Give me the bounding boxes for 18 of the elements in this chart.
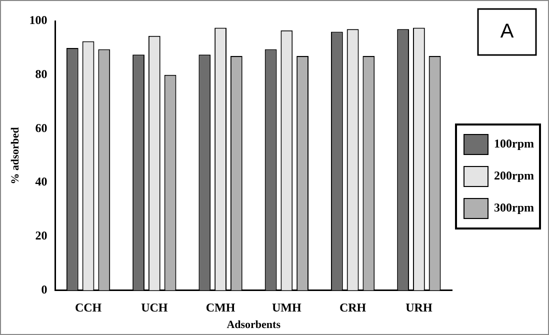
x-tick-label: URH [406, 300, 433, 315]
text: A [500, 20, 514, 43]
x-tick-label: UMH [272, 300, 302, 315]
y-axis-title: % adsorbed [9, 127, 22, 184]
legend-label: 200rpm [494, 168, 534, 183]
legend-label: 300rpm [494, 200, 534, 215]
y-tick-label: 20 [35, 228, 48, 243]
y-tick-label: 100 [29, 13, 48, 28]
y-tick-label: 0 [41, 282, 48, 296]
y-tick-label: 60 [35, 120, 48, 135]
y-tick-label: 80 [35, 66, 48, 81]
x-tick-label: CMH [206, 300, 236, 315]
x-axis-title: Adsorbents [226, 319, 282, 332]
legend-label: 100rpm [494, 136, 534, 151]
y-tick-label: 40 [35, 174, 48, 189]
x-tick-label: UCH [141, 300, 168, 315]
x-tick-label: CRH [339, 300, 367, 315]
x-tick-label: CCH [74, 300, 102, 315]
